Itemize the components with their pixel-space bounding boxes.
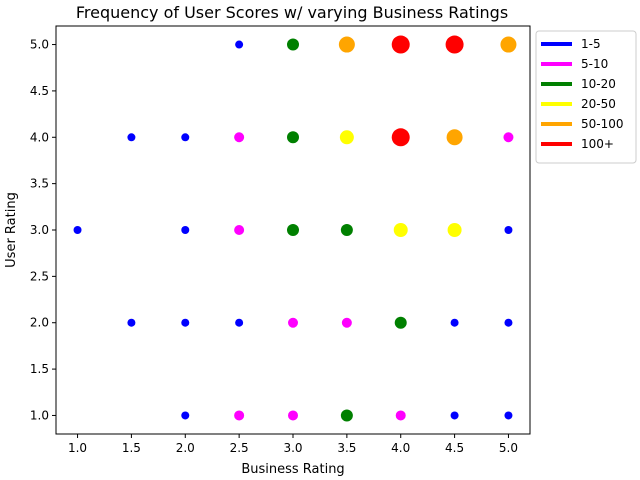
y-tick-label: 2.5 — [30, 269, 49, 283]
scatter-point — [393, 223, 408, 237]
legend-label: 1-5 — [581, 37, 601, 51]
scatter-point — [287, 224, 299, 236]
legend: 1-5 5-10 10-20 20-50 50-100 100+ — [535, 30, 637, 164]
y-axis-ticks: 1.0 1.5 2.0 2.5 3.0 3.5 4.0 4.5 5.0 — [30, 38, 56, 422]
points-layer — [73, 35, 517, 422]
x-tick-label: 4.5 — [445, 441, 464, 455]
x-tick-label: 1.5 — [122, 441, 141, 455]
x-tick-label: 3.0 — [283, 441, 302, 455]
scatter-point — [395, 410, 406, 421]
scatter-point — [181, 133, 190, 142]
scatter-point — [339, 130, 354, 145]
scatter-point — [288, 410, 298, 421]
scatter-point — [446, 129, 463, 146]
scatter-point — [340, 409, 353, 422]
y-tick-label: 2.0 — [30, 316, 49, 330]
scatter-point — [338, 36, 355, 53]
x-tick-label: 2.0 — [176, 441, 195, 455]
scatter-point — [73, 226, 82, 234]
y-tick-label: 5.0 — [30, 38, 49, 52]
scatter-point — [181, 318, 190, 327]
scatter-point — [450, 411, 459, 420]
scatter-point — [391, 35, 410, 54]
scatter-point — [234, 132, 245, 143]
scatter-point — [447, 223, 462, 237]
scatter-point — [445, 35, 464, 54]
y-tick-label: 1.0 — [30, 408, 49, 422]
scatter-point — [340, 224, 353, 236]
legend-label: 5-10 — [581, 57, 608, 71]
scatter-point — [181, 411, 190, 420]
scatter-point — [181, 226, 190, 234]
x-tick-label: 5.0 — [499, 441, 518, 455]
scatter-point — [450, 318, 459, 327]
scatter-point — [394, 316, 407, 329]
x-tick-label: 4.0 — [391, 441, 410, 455]
x-tick-label: 3.5 — [337, 441, 356, 455]
scatter-point — [504, 411, 513, 420]
legend-label: 20-50 — [581, 97, 616, 111]
scatter-point — [288, 317, 298, 328]
x-axis-label: Business Rating — [241, 462, 344, 477]
scatter-point — [235, 40, 244, 49]
x-axis-ticks: 1.0 1.5 2.0 2.5 3.0 3.5 4.0 4.5 5.0 — [68, 434, 518, 455]
y-tick-label: 4.0 — [30, 130, 49, 144]
scatter-point — [287, 38, 299, 51]
y-axis-label: User Rating — [4, 192, 19, 268]
scatter-point — [235, 318, 244, 327]
x-tick-label: 1.0 — [68, 441, 87, 455]
legend-items: 1-5 5-10 10-20 20-50 50-100 100+ — [541, 37, 624, 151]
scatter-point — [234, 225, 245, 235]
chart-title: Frequency of User Scores w/ varying Busi… — [76, 3, 508, 22]
scatter-point — [234, 410, 245, 421]
y-tick-label: 4.5 — [30, 84, 49, 98]
scatter-point — [341, 317, 352, 328]
scatter-point — [504, 318, 513, 327]
legend-label: 100+ — [581, 137, 614, 151]
scatter-point — [500, 36, 517, 53]
scatter-point — [287, 131, 299, 144]
legend-label: 10-20 — [581, 77, 616, 91]
scatter-point — [127, 133, 136, 142]
scatter-point — [503, 132, 514, 143]
y-tick-label: 3.5 — [30, 177, 49, 191]
scatter-point — [504, 226, 513, 234]
x-tick-label: 2.5 — [230, 441, 249, 455]
scatter-point — [127, 318, 136, 327]
y-tick-label: 3.0 — [30, 223, 49, 237]
scatter-point — [391, 128, 410, 147]
y-tick-label: 1.5 — [30, 362, 49, 376]
legend-label: 50-100 — [581, 117, 624, 131]
